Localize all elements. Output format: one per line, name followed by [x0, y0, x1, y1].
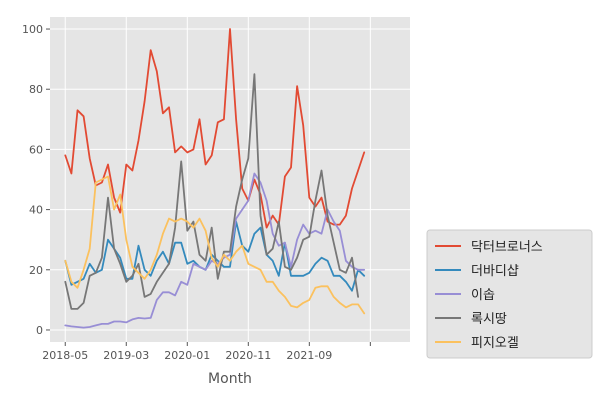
- legend-label: 피지오겔: [471, 336, 519, 351]
- x-tick-label: 2020-01: [164, 349, 210, 362]
- x-tick-label: 2020-11: [225, 349, 271, 362]
- x-axis-title: Month: [208, 371, 252, 387]
- legend-box: [426, 229, 593, 359]
- y-tick-label: 0: [36, 324, 43, 337]
- x-tick-label: 2019-03: [103, 349, 149, 362]
- x-tick-label: 2021-09: [286, 349, 332, 362]
- series-line-3: [64, 73, 360, 310]
- y-tick-label: 80: [29, 83, 43, 96]
- legend-label: 록시땅: [471, 312, 507, 327]
- y-axis-ticks: 0 20 40 60 80 100: [22, 23, 50, 337]
- series-line-4: [64, 175, 366, 315]
- legend-label: 닥터브로너스: [471, 240, 543, 255]
- y-tick-label: 40: [29, 204, 43, 217]
- x-tick-label: 2018-05: [42, 349, 88, 362]
- legend-label: 이솝: [471, 288, 495, 303]
- series-layer: [64, 28, 366, 329]
- y-tick-label: 60: [29, 143, 43, 156]
- legend-label: 더바디샵: [471, 264, 519, 279]
- x-axis-ticks: 2018-05 2019-03 2020-01 2020-11 2021-09: [42, 342, 371, 362]
- y-tick-label: 20: [29, 264, 43, 277]
- y-tick-label: 100: [22, 23, 43, 36]
